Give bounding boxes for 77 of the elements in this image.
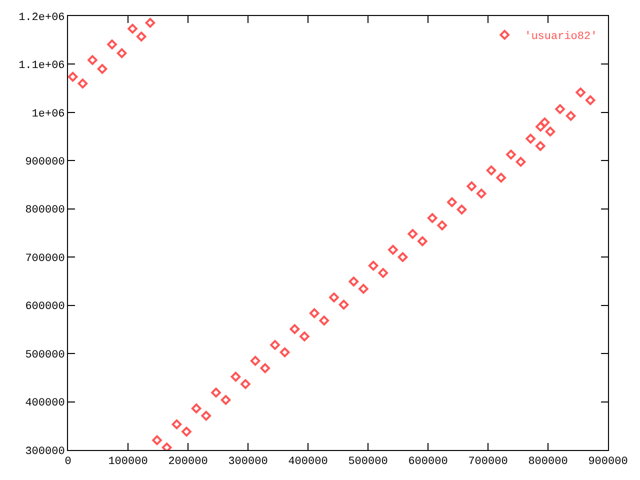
point [398,252,408,262]
y-tick-label: 1.2e+06 [18,12,65,24]
point [97,64,108,74]
point [88,55,98,65]
point [152,435,162,446]
point [136,32,146,42]
point [378,268,388,278]
point [388,244,398,255]
point [486,166,496,176]
point [78,78,88,88]
x-tick-label: 100000 [108,456,148,468]
point [496,172,506,183]
y-tick-label: 900000 [25,156,65,169]
point [260,363,270,374]
point [300,332,310,342]
point [280,347,290,358]
point [329,292,339,302]
y-tick-label: 500000 [25,349,65,362]
point [250,356,260,366]
point [545,126,556,136]
point [540,117,550,128]
point [211,388,221,398]
point [270,340,280,350]
point [309,308,320,318]
point [526,134,536,144]
point [555,104,565,114]
point [290,324,300,334]
point [68,72,78,82]
y-tick-label: 1.1e+06 [18,60,65,72]
point [447,197,457,208]
x-tick-label: 400000 [288,456,328,468]
x-tick-label: 300000 [228,456,268,468]
point [107,40,117,50]
point [162,442,172,450]
point [116,48,127,58]
point [319,316,330,326]
point [456,204,467,214]
point [191,404,202,414]
point [172,419,182,430]
point [230,372,241,382]
x-tick-label: 500000 [348,456,388,468]
point [145,18,156,28]
y-tick-label: 300000 [25,446,65,458]
point [506,150,516,160]
point [408,229,418,239]
point [476,188,486,198]
point [338,300,349,310]
x-tick-label: 700000 [468,456,508,468]
x-tick-label: 600000 [408,456,448,468]
point [585,95,596,106]
point [466,181,477,192]
point [437,220,447,230]
point [201,410,212,421]
x-tick-label: 900000 [588,456,628,468]
point [418,236,428,246]
point [566,111,576,121]
point [516,156,526,167]
point [182,426,192,437]
point [427,213,438,223]
point [358,284,368,294]
y-tick-label: 1e+06 [32,108,65,120]
point [220,395,231,405]
point [576,88,586,98]
point [368,260,378,271]
y-tick-label: 600000 [25,301,65,314]
point [128,24,138,34]
y-tick-label: 400000 [25,398,65,410]
x-tick-label: 200000 [168,456,208,468]
x-tick-label: 800000 [528,456,568,468]
y-tick-label: 800000 [25,204,65,217]
legend-label: 'usuario82' [524,31,598,44]
point [348,276,359,286]
y-tick-label: 700000 [25,252,65,265]
point [536,122,546,132]
point [535,141,546,151]
x-tick-label: 0 [64,456,72,468]
point [240,379,250,389]
